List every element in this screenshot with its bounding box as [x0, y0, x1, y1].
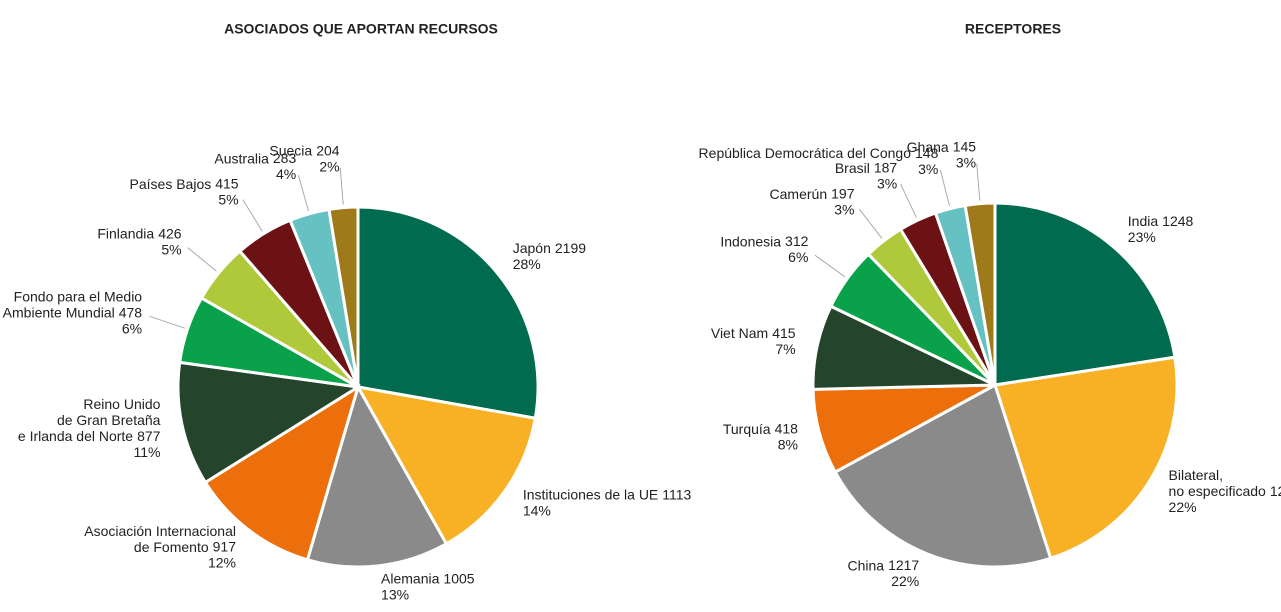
leader-line: [939, 169, 950, 206]
pie-slice: [305, 383, 449, 569]
slice-label: Viet Nam: [711, 325, 768, 341]
value-label: 1217: [888, 557, 919, 573]
share-label: 23%: [1128, 229, 1156, 245]
value-label: 312: [785, 233, 809, 249]
value-label: 145: [953, 138, 977, 154]
value-label: 415: [215, 175, 239, 191]
share-label: 22%: [1169, 499, 1197, 515]
leader-line: [297, 175, 309, 211]
share-label: 4%: [276, 166, 296, 182]
slice-label: Finlandia: [97, 225, 154, 241]
slice-label: República Democrática del Congo: [699, 145, 912, 161]
slice-label: Australia: [214, 150, 269, 166]
pie-slice: [993, 201, 1177, 387]
share-label: 12%: [208, 555, 236, 571]
leader-line: [976, 163, 981, 201]
value-label: 478: [119, 304, 143, 320]
share-label: 8%: [778, 436, 798, 452]
pie-slice: [356, 205, 540, 420]
slice-label: Japón: [513, 240, 551, 256]
slice-label: Reino Unido de Gran Bretaña e Irlanda del …: [18, 396, 161, 444]
pie-slice: [176, 360, 363, 485]
pie-slice: [327, 205, 360, 388]
share-label: 5%: [161, 241, 181, 257]
value-label: 148: [915, 145, 939, 161]
leader-line: [242, 199, 263, 232]
share-label: 6%: [788, 249, 808, 265]
slice-label: India: [1128, 213, 1159, 229]
value-label: 2199: [555, 240, 586, 256]
share-label: 5%: [218, 191, 238, 207]
value-label: 1244: [1270, 483, 1281, 499]
share-label: 2%: [319, 158, 339, 174]
slice-label: Ghana: [907, 138, 949, 154]
slice-label: Brasil: [835, 160, 870, 176]
pie-slice: [355, 384, 538, 546]
slice-label: Bilateral, no especificado: [1169, 467, 1267, 499]
chart-title: RECEPTORES: [965, 21, 1061, 37]
share-label: 3%: [834, 202, 854, 218]
value-label: 415: [772, 325, 796, 341]
value-label: 426: [158, 225, 182, 241]
share-label: 3%: [877, 176, 897, 192]
share-label: 28%: [513, 256, 541, 272]
leader-line: [187, 247, 217, 272]
pie-slice: [203, 383, 361, 562]
share-label: 3%: [956, 154, 976, 170]
slice-label: Camerún: [770, 186, 828, 202]
leader-line: [339, 167, 344, 205]
value-label: 187: [874, 160, 898, 176]
value-label: 1248: [1162, 213, 1193, 229]
slice-label: Fondo para el Medio Ambiente Mundial: [3, 288, 143, 320]
chart-title: ASOCIADOS QUE APORTAN RECURSOS: [224, 21, 498, 37]
value-label: 1005: [443, 570, 474, 586]
slice-label: Asociación Internacional de Fomento: [84, 523, 236, 555]
value-label: 197: [831, 186, 855, 202]
slice-label: Países Bajos: [130, 175, 212, 191]
share-label: 13%: [381, 586, 409, 602]
value-label: 418: [775, 420, 799, 436]
value-label: 204: [316, 142, 340, 158]
leader-line: [149, 315, 185, 329]
share-label: 7%: [775, 341, 795, 357]
slice-label: Alemania: [381, 570, 440, 586]
leader-line: [858, 208, 883, 239]
value-label: 917: [213, 539, 237, 555]
pie-slice: [963, 201, 997, 386]
share-label: 14%: [523, 502, 551, 518]
share-label: 3%: [918, 161, 938, 177]
slice-label: China: [847, 557, 884, 573]
leader-line: [900, 183, 917, 218]
share-label: 11%: [133, 444, 160, 460]
leader-line: [814, 254, 846, 278]
value-label: 877: [137, 428, 161, 444]
pie-slice: [833, 382, 1053, 569]
pie-slice: [993, 355, 1179, 561]
slice-label: Suecia: [269, 142, 312, 158]
share-label: 22%: [891, 573, 919, 589]
slice-label: Turquía: [723, 420, 771, 436]
share-label: 6%: [122, 320, 142, 336]
value-label: 1113: [662, 486, 691, 502]
slice-label: Instituciones de la UE: [523, 486, 658, 502]
value-label: 283: [273, 150, 297, 166]
slice-label: Indonesia: [720, 233, 781, 249]
